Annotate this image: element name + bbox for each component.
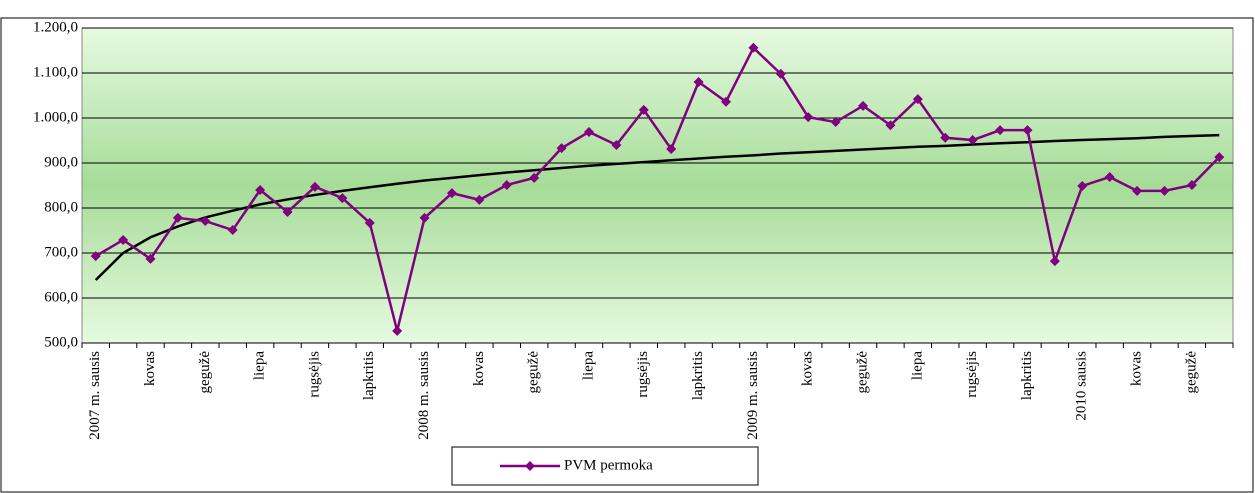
y-tick-label: 800,0 [44, 199, 78, 215]
x-tick-label: 2008 m. sausis [416, 351, 432, 440]
data-point [803, 112, 814, 123]
x-tick-label: rugsėjis [964, 351, 980, 398]
x-tick-label: gegužė [854, 351, 870, 394]
data-point [392, 325, 403, 336]
data-point [474, 194, 485, 205]
y-tick-label: 1.100,0 [33, 64, 78, 80]
data-point [529, 172, 540, 183]
data-point [419, 212, 430, 223]
data-point [1104, 171, 1115, 182]
data-point [1077, 180, 1088, 191]
y-tick-label: 1.200,0 [33, 19, 78, 35]
data-point [118, 234, 129, 245]
data-point [227, 225, 238, 236]
data-point [145, 253, 156, 264]
data-point [721, 96, 732, 107]
x-tick-label: 2007 m. sausis [87, 351, 103, 440]
data-point [858, 100, 869, 111]
y-tick-label: 1.000,0 [33, 109, 78, 125]
data-point [90, 251, 101, 262]
series-line [94, 133, 1220, 281]
data-point [446, 188, 457, 199]
x-tick-label: rugsėjis [306, 351, 322, 398]
data-point [172, 212, 183, 223]
data-point [200, 216, 211, 227]
data-point [995, 125, 1006, 136]
x-tick-label: gegužė [526, 351, 542, 394]
x-tick-label: 2010 sausis [1074, 351, 1090, 421]
legend: PVM permoka [451, 446, 759, 486]
data-point [1159, 185, 1170, 196]
x-tick-label: rugsėjis [635, 351, 651, 398]
data-point [611, 140, 622, 150]
data-point [337, 193, 348, 204]
data-point [885, 120, 896, 131]
data-point [693, 77, 704, 87]
legend-marker [525, 461, 535, 471]
data-point [748, 42, 759, 53]
series-line [95, 45, 1221, 332]
legend-label: PVM permoka [564, 457, 653, 473]
data-point [255, 185, 266, 195]
x-tick-label: lapkritis [1019, 351, 1035, 400]
data-point [364, 217, 375, 228]
data-point [556, 143, 567, 154]
data-point [967, 135, 978, 146]
data-point [638, 104, 649, 115]
data-point [1214, 152, 1225, 163]
data-point [940, 132, 951, 143]
data-point [830, 117, 841, 128]
data-point [912, 94, 923, 105]
x-tick-label: liepa [252, 351, 268, 380]
data-point [309, 181, 320, 192]
x-tick-label: gegužė [1183, 351, 1199, 394]
x-tick-label: lapkritis [690, 351, 706, 400]
data-point [583, 126, 594, 137]
x-tick-label: gegužė [197, 351, 213, 394]
data-point [666, 144, 677, 155]
data-point [1186, 180, 1197, 191]
y-tick-label: 500,0 [44, 334, 78, 350]
y-tick-label: 600,0 [44, 289, 78, 305]
data-point [501, 180, 512, 191]
x-tick-label: liepa [580, 351, 596, 380]
data-point [1022, 125, 1033, 136]
x-tick-label: lapkritis [361, 351, 377, 400]
x-tick-label: liepa [909, 351, 925, 380]
x-tick-label: kovas [1129, 351, 1145, 386]
x-tick-label: kovas [142, 351, 158, 386]
x-tick-label: 2009 m. sausis [745, 351, 761, 440]
data-point [775, 68, 786, 79]
data-point [1049, 256, 1060, 267]
plot-area [81, 27, 1234, 344]
data-point [282, 207, 293, 218]
y-tick-label: 900,0 [44, 154, 78, 170]
x-tick-label: kovas [471, 351, 487, 386]
x-tick-label: kovas [800, 351, 816, 386]
data-point [1132, 185, 1143, 196]
y-tick-label: 700,0 [44, 244, 78, 260]
